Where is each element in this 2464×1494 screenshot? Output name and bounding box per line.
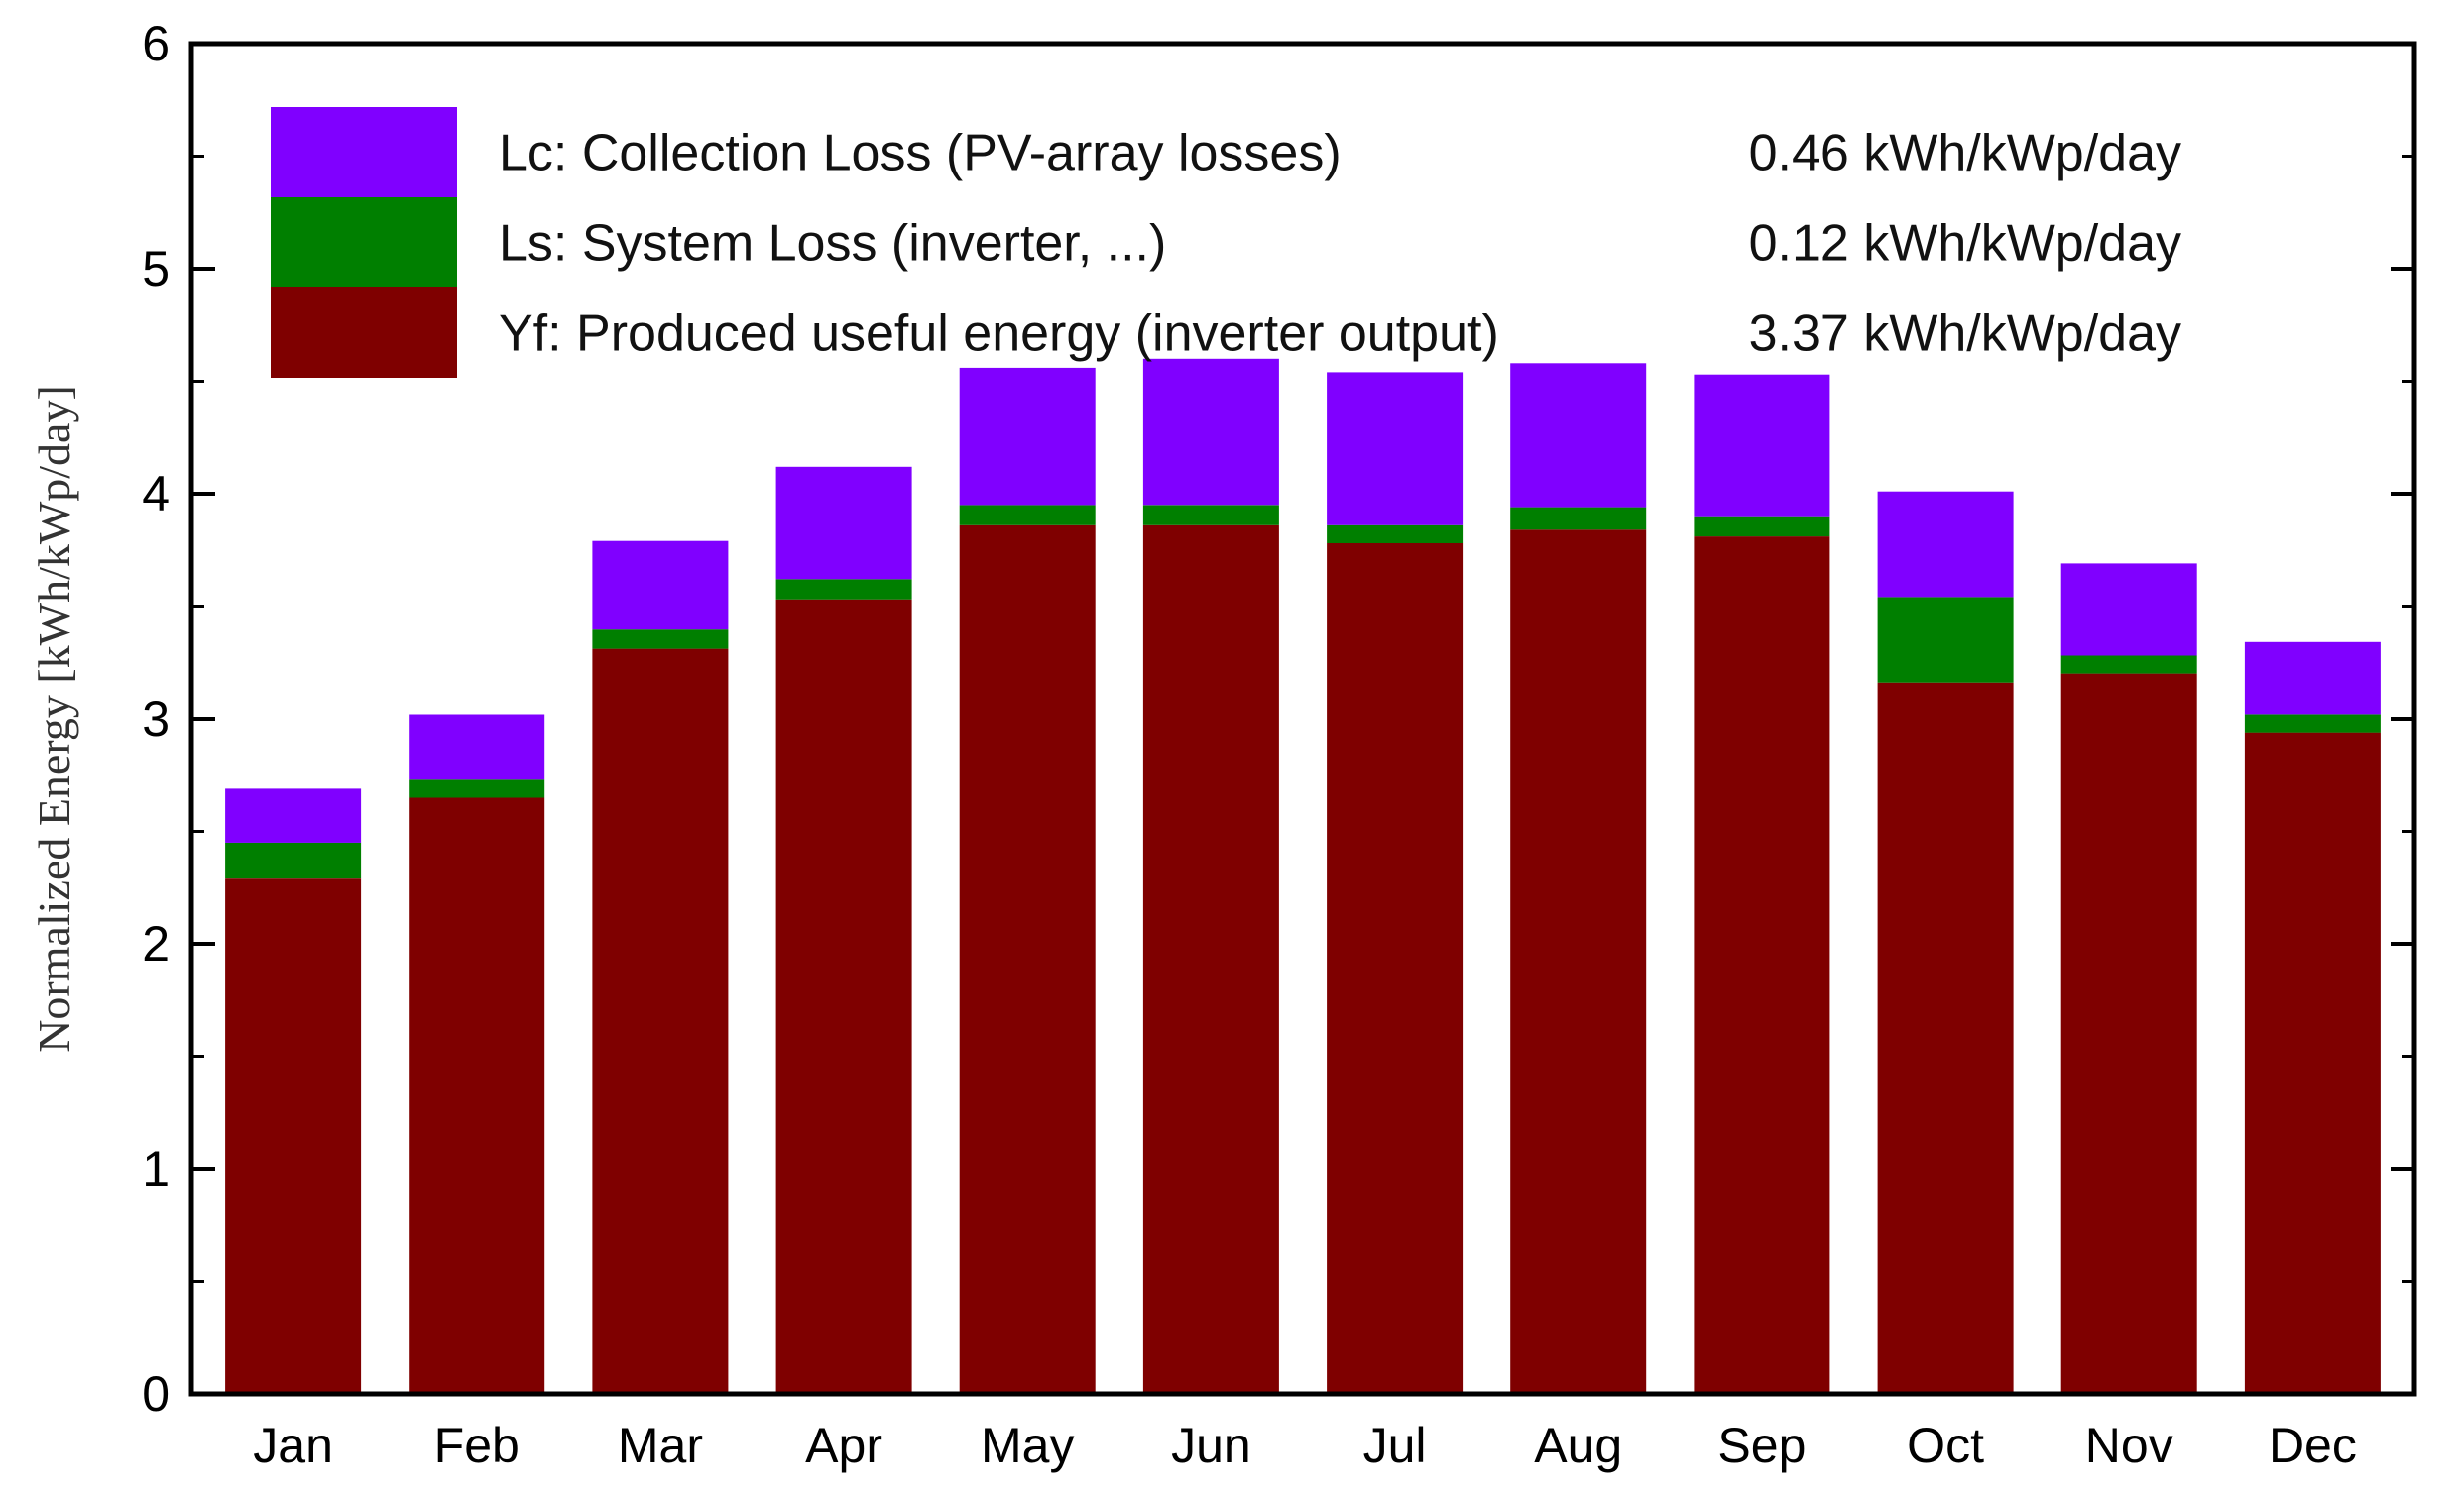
bar-aug-series-2 xyxy=(1510,363,1647,508)
bar-jun-series-1 xyxy=(1142,505,1279,525)
x-tick-label-dec: Dec xyxy=(2269,1418,2357,1473)
bar-nov-series-2 xyxy=(2060,563,2197,656)
bar-oct-series-0 xyxy=(1877,682,2014,1394)
bar-nov-series-0 xyxy=(2060,673,2197,1394)
bar-may-series-0 xyxy=(959,524,1096,1394)
legend: Lc: Collection Loss (PV-array losses) 0.4… xyxy=(271,107,2181,378)
x-tick-label-may: May xyxy=(981,1418,1074,1473)
bar-jul-series-1 xyxy=(1327,524,1464,543)
bar-jan-series-2 xyxy=(225,788,362,843)
bar-feb-series-0 xyxy=(409,797,545,1394)
bar-apr-series-1 xyxy=(775,579,912,600)
legend-label-1: Ls: System Loss (inverter, ...) xyxy=(499,215,1166,273)
bar-jun-series-0 xyxy=(1142,524,1279,1394)
y-axis-title: Normalized Energy [kWh/kWp/day] xyxy=(29,385,79,1053)
bar-jul-series-2 xyxy=(1327,372,1464,525)
legend-value-1: 0.12 kWh/kWp/day xyxy=(1749,215,2181,273)
bar-oct-series-2 xyxy=(1877,491,2014,598)
bar-apr-series-2 xyxy=(775,466,912,580)
x-tick-label-mar: Mar xyxy=(618,1418,703,1473)
bar-apr-series-0 xyxy=(775,599,912,1394)
x-tick-label-jul: Jul xyxy=(1363,1418,1427,1473)
bar-feb-series-2 xyxy=(409,714,545,780)
x-tick-label-oct: Oct xyxy=(1907,1418,1984,1473)
bar-may-series-1 xyxy=(959,505,1096,525)
bar-nov-series-1 xyxy=(2060,655,2197,674)
legend-label-2: Yf: Produced useful energy (inverter out… xyxy=(499,305,1499,363)
legend-value-0: 0.46 kWh/kWp/day xyxy=(1749,125,2181,182)
y-tick-label: 0 xyxy=(142,1366,170,1422)
bar-jan-series-1 xyxy=(225,842,362,879)
bar-feb-series-1 xyxy=(409,779,545,798)
legend-swatch-1 xyxy=(271,197,457,287)
bar-aug-series-0 xyxy=(1510,529,1647,1394)
y-tick-label: 4 xyxy=(142,466,170,521)
x-tick-label-jun: Jun xyxy=(1171,1418,1251,1473)
bar-mar-series-0 xyxy=(592,648,729,1394)
x-tick-label-jan: Jan xyxy=(253,1418,333,1473)
bar-sep-series-0 xyxy=(1694,536,1830,1394)
bar-jun-series-2 xyxy=(1142,358,1279,506)
bar-dec-series-1 xyxy=(2244,714,2381,733)
bar-jul-series-0 xyxy=(1327,542,1464,1394)
y-tick-label: 2 xyxy=(142,916,170,972)
bar-may-series-2 xyxy=(959,367,1096,506)
bar-sep-series-1 xyxy=(1694,516,1830,537)
x-tick-label-nov: Nov xyxy=(2085,1418,2173,1473)
bar-dec-series-0 xyxy=(2244,732,2381,1394)
bar-sep-series-2 xyxy=(1694,374,1830,517)
bar-dec-series-2 xyxy=(2244,641,2381,715)
bar-jan-series-0 xyxy=(225,878,362,1394)
legend-value-2: 3.37 kWh/kWp/day xyxy=(1749,305,2181,363)
bar-mar-series-1 xyxy=(592,629,729,649)
x-tick-label-aug: Aug xyxy=(1534,1418,1622,1473)
ticks-layer: 0 1 2 3 4 5 6 Jan Feb Mar Apr May Jun Jul Aug Sep Oct Nov… xyxy=(142,16,2414,1473)
bar-aug-series-1 xyxy=(1510,507,1647,530)
legend-label-0: Lc: Collection Loss (PV-array losses) xyxy=(499,125,1342,182)
y-tick-label: 6 xyxy=(142,16,170,71)
bars-layer xyxy=(225,358,2381,1394)
y-tick-label: 1 xyxy=(142,1141,170,1197)
x-tick-label-apr: Apr xyxy=(805,1418,882,1473)
x-tick-label-feb: Feb xyxy=(434,1418,520,1473)
legend-swatch-0 xyxy=(271,107,457,197)
bar-oct-series-1 xyxy=(1877,597,2014,683)
x-tick-label-sep: Sep xyxy=(1717,1418,1806,1473)
y-tick-label: 3 xyxy=(142,691,170,747)
y-tick-label: 5 xyxy=(142,241,170,296)
bar-mar-series-2 xyxy=(592,540,729,630)
legend-swatch-2 xyxy=(271,287,457,378)
